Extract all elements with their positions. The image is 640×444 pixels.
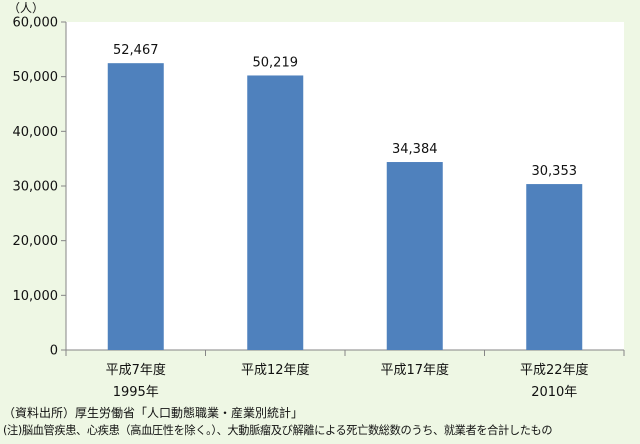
x-tick-label: 平成17年度 — [380, 362, 449, 378]
x-tick-sublabel: 1995年 — [113, 385, 159, 400]
chart-footer: （資料出所）厚生労働省「人口動態職業・産業別統計」 (注)脳血管疾患、心疾患（高… — [3, 404, 640, 444]
x-tick-sublabel: 2010年 — [531, 385, 577, 400]
y-tick-label: 50,000 — [13, 70, 59, 85]
source-note: （資料出所）厚生労働省「人口動態職業・産業別統計」 — [3, 406, 304, 420]
chart-canvas: 0 10,000 20,000 30,000 40,000 50,000 60,000（人）… — [8, 1, 625, 400]
y-tick-label: 0 — [50, 344, 58, 359]
bar — [107, 63, 164, 351]
data-label: 52,467 — [113, 43, 159, 58]
x-tick-label: 平成12年度 — [241, 362, 310, 378]
x-tick-label: 平成7年度 — [106, 362, 166, 378]
bar-chart: 0 10,000 20,000 30,000 40,000 50,000 60,000 （人）… — [8, 1, 625, 400]
data-label: 30,353 — [532, 164, 578, 179]
footnote: (注)脳血管疾患、心疾患（高血圧性を除く。）、大動脈瘤及び解離による死亡数総数の… — [3, 424, 553, 437]
x-tick-label: 平成22年度 — [520, 362, 589, 378]
bar — [247, 75, 304, 350]
y-unit-label: （人） — [8, 1, 44, 15]
data-label: 34,384 — [392, 142, 438, 157]
y-tick-label: 20,000 — [13, 234, 59, 249]
y-tick-label: 30,000 — [13, 180, 59, 195]
y-tick-label: 40,000 — [13, 125, 59, 140]
bar — [526, 184, 583, 350]
y-tick-label: 60,000 — [13, 16, 59, 31]
y-tick-label: 10,000 — [13, 289, 59, 304]
bar — [386, 162, 443, 350]
data-label: 50,219 — [253, 55, 299, 70]
